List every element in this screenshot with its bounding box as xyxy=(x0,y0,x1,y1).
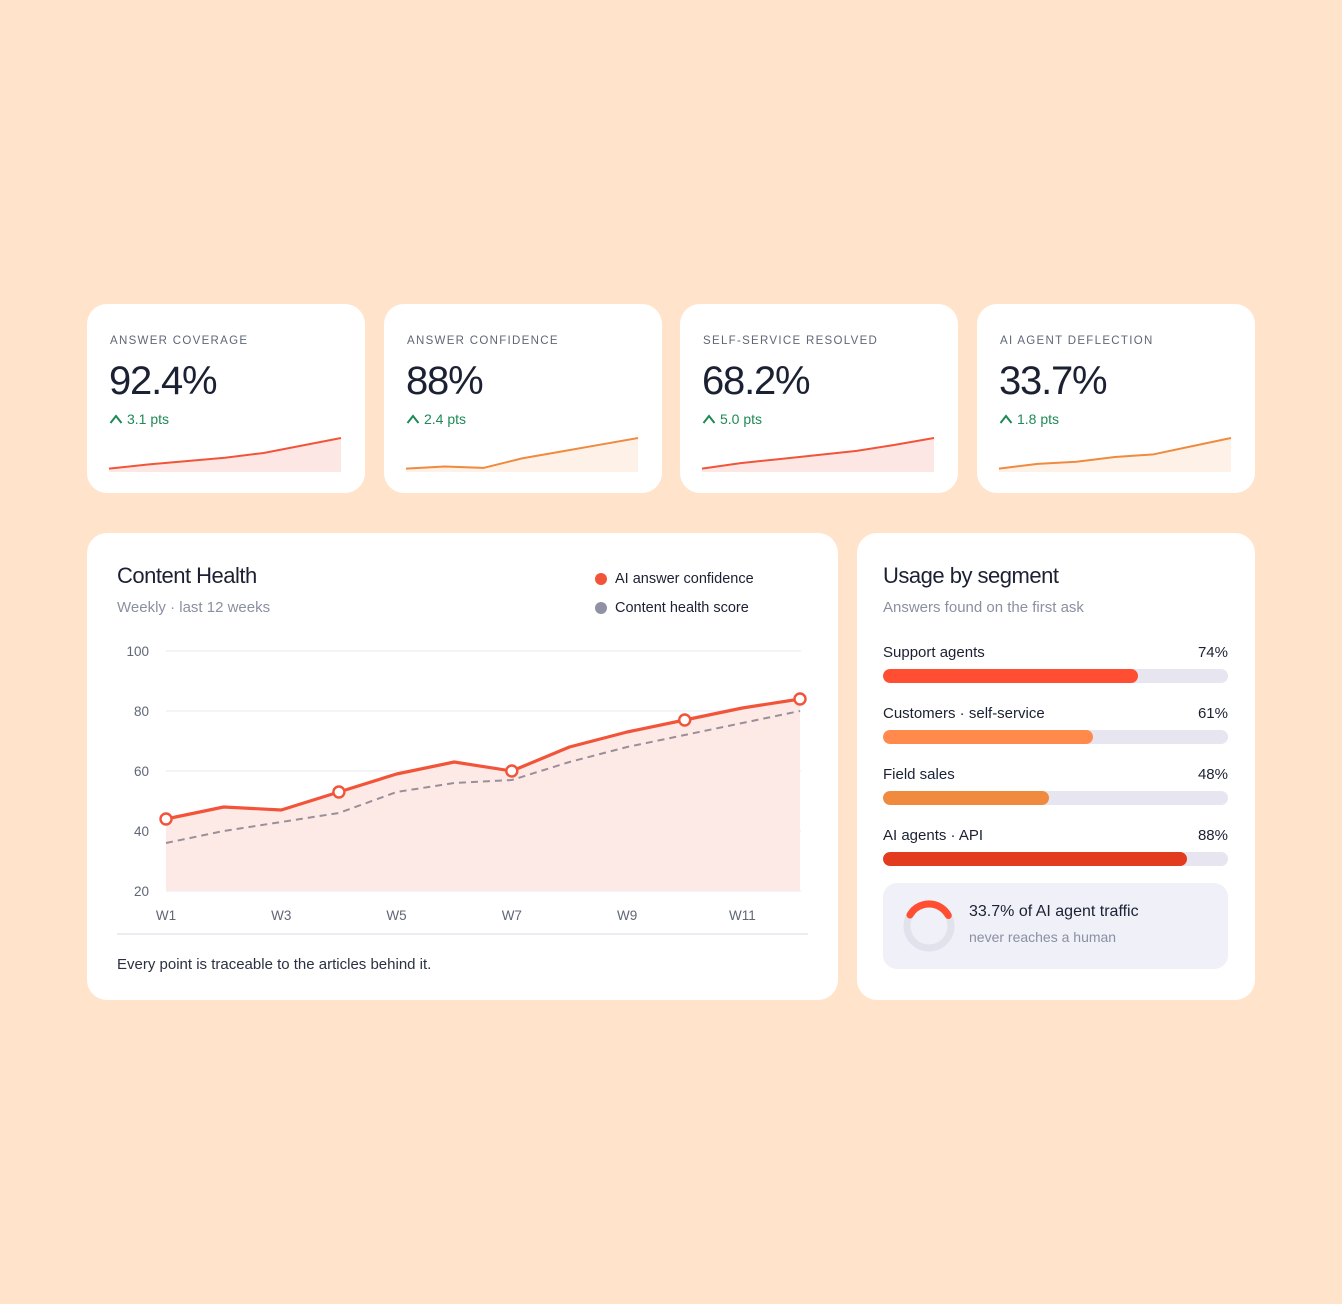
sparkline-area xyxy=(406,438,638,472)
card-title: Usage by segment xyxy=(883,563,1059,588)
data-point-marker xyxy=(159,812,173,826)
segment-name: Customers · self-service xyxy=(883,705,1045,722)
segment-bar-fill xyxy=(883,669,1139,683)
kpi-card-self-service-resolved: SELF-SERVICE RESOLVED 68.2% 5.0 pts xyxy=(680,304,958,493)
kpi-label: ANSWER COVERAGE xyxy=(110,335,249,347)
segment-name: AI agents · API xyxy=(883,827,984,844)
progress-ring-icon xyxy=(903,900,955,952)
kpi-card-answer-confidence: ANSWER CONFIDENCE 88% 2.4 pts xyxy=(384,304,662,493)
card-subtitle: Weekly · last 12 weeks xyxy=(117,599,271,616)
series-line-ai-answer-confidence xyxy=(165,697,801,821)
x-tick-label: W3 xyxy=(271,908,291,923)
legend-label: AI answer confidence xyxy=(615,571,754,587)
card-subtitle: Answers found on the first ask xyxy=(883,599,1084,616)
usage-by-segment-card: Usage by segment Answers found on the fi… xyxy=(857,533,1255,1000)
legend-dot xyxy=(595,602,607,614)
segment-bar-fill xyxy=(883,852,1187,866)
kpi-value: 33.7% xyxy=(999,359,1108,403)
segment-percent: 48% xyxy=(1197,766,1228,783)
area-ai-answer-confidence xyxy=(166,699,800,891)
kpi-label: ANSWER CONFIDENCE xyxy=(407,335,559,347)
y-tick-label: 60 xyxy=(134,764,149,779)
segment-percent: 61% xyxy=(1197,705,1228,722)
kpi-card-answer-coverage: ANSWER COVERAGE 92.4% 3.1 pts xyxy=(87,304,365,493)
x-tick-label: W9 xyxy=(617,908,637,923)
segment-percent: 74% xyxy=(1197,644,1228,661)
kpi-delta-text: 1.8 pts xyxy=(1017,411,1060,427)
kpi-card-ai-agent-deflection: AI AGENT DEFLECTION 33.7% 1.8 pts xyxy=(977,304,1255,493)
kpi-delta-text: 3.1 pts xyxy=(127,411,170,427)
kpi-sparkline xyxy=(108,437,342,472)
segment-ai-agents-api: AI agents · API 88% xyxy=(883,827,1228,866)
segment-bar-fill xyxy=(883,791,1049,805)
deflection-callout: 33.7% of AI agent traffic never reaches … xyxy=(883,883,1228,969)
sparkline-line xyxy=(405,437,639,470)
chart-footnote: Every point is traceable to the articles… xyxy=(117,956,432,973)
y-tick-label: 100 xyxy=(126,644,149,659)
kpi-delta: 2.4 pts xyxy=(406,411,466,427)
kpi-delta-text: 5.0 pts xyxy=(720,411,763,427)
x-tick-label: W11 xyxy=(729,908,756,923)
kpi-value: 88% xyxy=(406,359,484,403)
segment-bar-track xyxy=(883,791,1228,805)
data-point-marker xyxy=(505,764,519,778)
arrow-up-icon xyxy=(999,414,1013,424)
sparkline-area xyxy=(999,438,1231,472)
segment-customers-self-service: Customers · self-service 61% xyxy=(883,705,1228,744)
content-health-chart: 20 40 60 80 100 W1 W3 W5 W7 W9 W11 xyxy=(126,644,807,923)
segment-bar-fill xyxy=(883,730,1094,744)
legend-item-content-health-score: Content health score xyxy=(595,600,749,616)
arrow-up-icon xyxy=(406,414,420,424)
data-point-marker xyxy=(793,692,807,706)
series-line-content-health-score xyxy=(165,710,801,844)
card-title: Content Health xyxy=(117,563,257,588)
x-tick-label: W7 xyxy=(502,908,522,923)
kpi-delta: 5.0 pts xyxy=(702,411,762,427)
arrow-up-icon xyxy=(109,414,123,424)
kpi-sparkline xyxy=(405,437,639,472)
kpi-sparkline xyxy=(701,437,935,472)
callout-subtitle: never reaches a human xyxy=(969,929,1117,945)
y-tick-label: 20 xyxy=(134,884,149,899)
data-point-marker xyxy=(332,785,346,799)
sparkline-area xyxy=(109,438,341,472)
kpi-sparkline xyxy=(998,437,1232,472)
kpi-label: AI AGENT DEFLECTION xyxy=(1000,335,1154,347)
sparkline-line xyxy=(108,437,342,470)
kpi-delta: 3.1 pts xyxy=(109,411,169,427)
kpi-label: SELF-SERVICE RESOLVED xyxy=(703,335,879,347)
divider xyxy=(117,933,808,935)
segment-bar-track xyxy=(883,730,1228,744)
y-tick-label: 40 xyxy=(134,824,149,839)
kpi-value: 92.4% xyxy=(109,359,218,403)
segment-bar-track xyxy=(883,669,1228,683)
ring-progress xyxy=(903,900,955,952)
sparkline-line xyxy=(701,437,935,470)
legend-item-ai-answer-confidence: AI answer confidence xyxy=(595,571,754,587)
segment-name: Support agents xyxy=(883,644,985,661)
y-tick-label: 80 xyxy=(134,704,149,719)
segment-name: Field sales xyxy=(883,766,955,783)
segment-bar-track xyxy=(883,852,1228,866)
legend-dot xyxy=(595,573,607,585)
x-tick-label: W5 xyxy=(386,908,406,923)
sparkline-line xyxy=(998,437,1232,470)
segment-field-sales: Field sales 48% xyxy=(883,766,1228,805)
segment-support-agents: Support agents 74% xyxy=(883,644,1228,683)
kpi-delta: 1.8 pts xyxy=(999,411,1059,427)
segment-percent: 88% xyxy=(1197,827,1228,844)
kpi-delta-text: 2.4 pts xyxy=(424,411,467,427)
kpi-value: 68.2% xyxy=(702,359,811,403)
arrow-up-icon xyxy=(702,414,716,424)
x-tick-label: W1 xyxy=(156,908,176,923)
content-health-card: 20 40 60 80 100 W1 W3 W5 W7 W9 W11 Content Health … xyxy=(87,533,838,1000)
data-point-marker xyxy=(678,713,692,727)
callout-title: 33.7% of AI agent traffic xyxy=(969,903,1139,920)
legend-label: Content health score xyxy=(615,600,749,616)
